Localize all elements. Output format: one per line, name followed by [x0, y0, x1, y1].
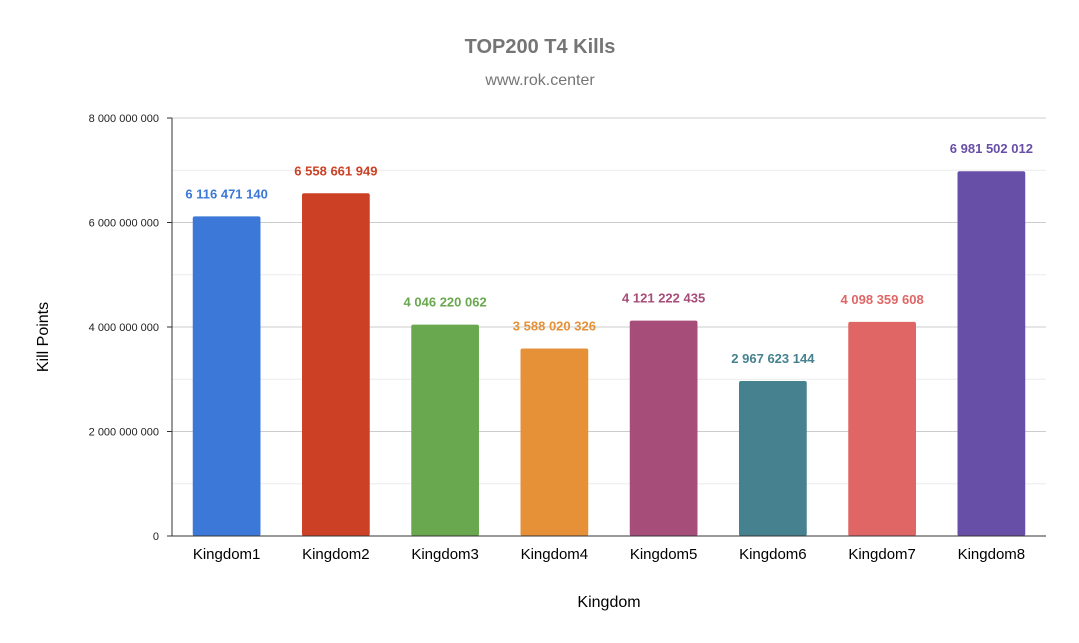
chart-title: TOP200 T4 Kills: [465, 36, 616, 58]
bar-kingdom4: [520, 348, 589, 536]
x-axis-label: Kingdom: [577, 594, 640, 611]
y-tick-label: 8 000 000 000: [89, 113, 159, 125]
x-tick-label: Kingdom1: [193, 546, 261, 563]
bar-kingdom1: [192, 216, 261, 537]
bar-value-label: 3 588 020 326: [513, 319, 596, 334]
bar-value-label: 4 098 359 608: [841, 292, 924, 307]
x-axis-ticks: Kingdom1 Kingdom2 Kingdom3 Kingdom4 Kingdom5…: [193, 546, 1025, 563]
bar-value-label: 6 116 471 140: [185, 186, 267, 201]
y-axis-ticks: 0 2 000 000 000 4 000 000 000 6 000 000 000…: [89, 113, 172, 543]
chart-subtitle: www.rok.center: [484, 72, 595, 89]
y-tick-label: 2 000 000 000: [89, 427, 159, 439]
bar-value-label: 2 967 623 144: [731, 351, 815, 366]
bars: [192, 171, 1026, 537]
bar-value-label: 4 121 222 435: [622, 291, 705, 306]
x-tick-label: Kingdom6: [739, 546, 807, 563]
bar-kingdom6: [739, 380, 807, 536]
bar-kingdom8: [957, 171, 1026, 536]
bar-kingdom7: [848, 321, 916, 536]
x-tick-label: Kingdom2: [302, 546, 370, 563]
bar-value-label: 6 981 502 012: [950, 141, 1033, 156]
value-labels: 6 116 471 140 6 558 661 949 4 046 220 062 3…: [185, 141, 1033, 366]
y-tick-label: 0: [153, 531, 159, 543]
bar-value-label: 4 046 220 062: [404, 295, 487, 310]
bar-kingdom2: [302, 193, 370, 536]
bar-value-label: 6 558 661 949: [294, 163, 377, 178]
bar-kingdom5: [629, 320, 698, 536]
x-tick-label: Kingdom8: [958, 546, 1026, 563]
y-tick-label: 4 000 000 000: [89, 322, 159, 334]
x-tick-label: Kingdom5: [630, 546, 698, 563]
y-tick-label: 6 000 000 000: [89, 218, 159, 230]
x-tick-label: Kingdom3: [411, 546, 479, 563]
bar-kingdom3: [411, 324, 479, 536]
x-tick-label: Kingdom7: [848, 546, 916, 563]
y-axis-label: Kill Points: [35, 302, 52, 372]
x-tick-label: Kingdom4: [521, 546, 589, 563]
